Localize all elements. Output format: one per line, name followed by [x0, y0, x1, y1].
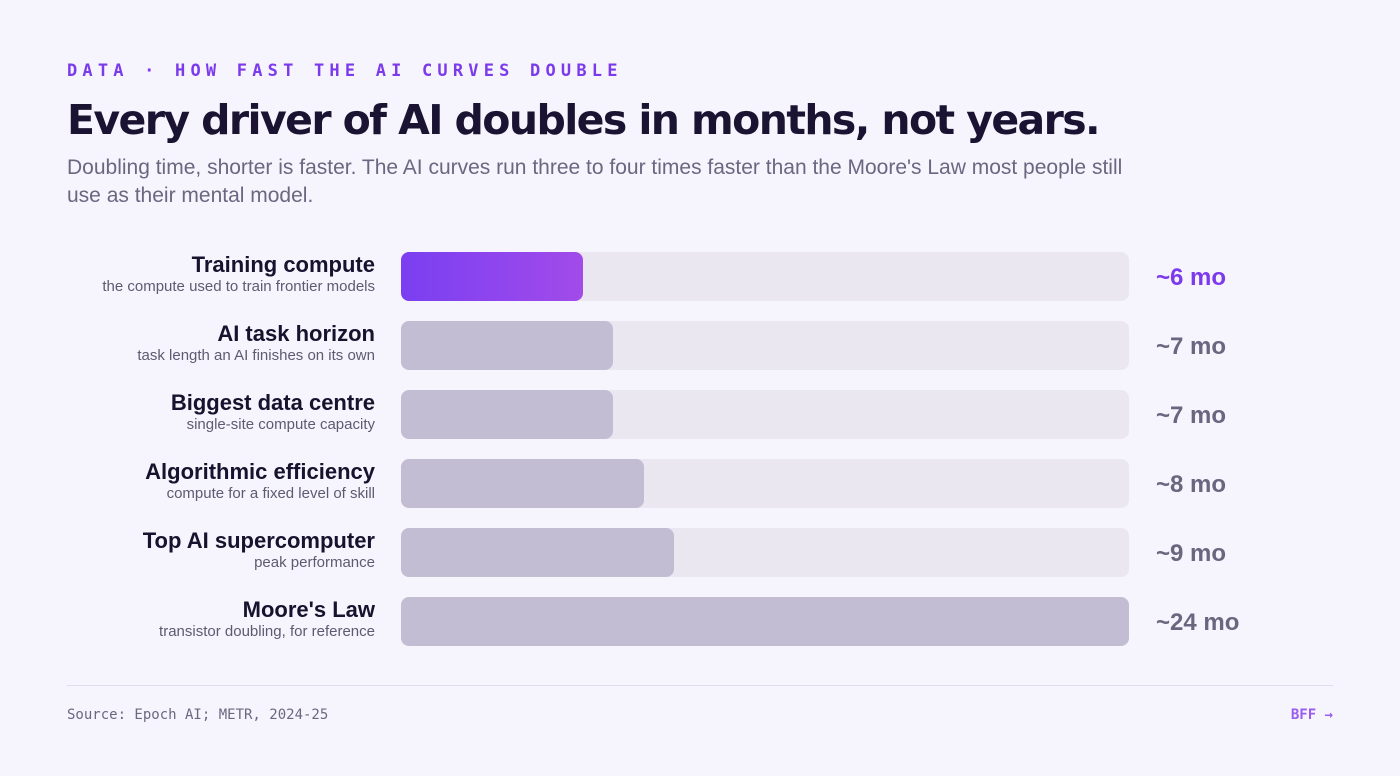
category-description: task length an AI finishes on its own	[137, 347, 375, 364]
value-label: ~6 mo	[1156, 264, 1227, 291]
category-label-block: Biggest data centre single-site compute c…	[35, 390, 375, 434]
bar	[401, 321, 613, 370]
footer-divider	[67, 685, 1333, 686]
category-label: Top AI supercomputer	[142, 528, 375, 553]
bar-track	[401, 390, 1129, 439]
category-label-block: Training compute the compute used to trai…	[35, 252, 375, 296]
chart-subtitle: Doubling time, shorter is faster. The AI…	[67, 156, 1123, 207]
value-label: ~9 mo	[1156, 540, 1227, 567]
category-label: AI task horizon	[217, 321, 375, 346]
bar-track	[401, 459, 1129, 508]
category-description: compute for a fixed level of skill	[166, 485, 375, 502]
bar	[401, 459, 644, 508]
bar	[401, 528, 674, 577]
bar-row: Biggest data centre single-site compute c…	[0, 390, 1400, 440]
bar-row: Training compute the compute used to trai…	[0, 252, 1400, 302]
bar	[401, 597, 1129, 646]
bar-track	[401, 597, 1129, 646]
bar-row: AI task horizon task length an AI finishe…	[0, 321, 1400, 371]
bar	[401, 390, 613, 439]
category-label-block: Algorithmic efficiency compute for a fixe…	[35, 459, 375, 503]
bar-track	[401, 321, 1129, 370]
category-label-block: Moore's Law transistor doubling, for refe…	[35, 597, 375, 641]
category-label-block: AI task horizon task length an AI finishe…	[35, 321, 375, 365]
value-label: ~7 mo	[1156, 333, 1227, 360]
value-label: ~7 mo	[1156, 402, 1227, 429]
value-label: ~8 mo	[1156, 471, 1227, 498]
category-description: transistor doubling, for reference	[159, 623, 375, 640]
bar-row: Algorithmic efficiency compute for a fixe…	[0, 459, 1400, 509]
category-label: Biggest data centre	[170, 390, 375, 415]
bar	[401, 252, 583, 301]
bar-row: Top AI supercomputer peak performance ~9 m…	[0, 528, 1400, 578]
eyebrow-label: DATA · HOW FAST THE AI CURVES DOUBLE	[67, 61, 623, 81]
bar-row: Moore's Law transistor doubling, for refe…	[0, 597, 1400, 647]
category-description: peak performance	[254, 554, 375, 571]
category-label: Algorithmic efficiency	[145, 459, 375, 484]
category-label: Moore's Law	[242, 597, 375, 622]
brand-link[interactable]: BFF →	[1290, 707, 1333, 723]
category-label-block: Top AI supercomputer peak performance	[35, 528, 375, 572]
value-label: ~24 mo	[1156, 609, 1240, 636]
category-description: single-site compute capacity	[186, 416, 375, 433]
source-note: Source: Epoch AI; METR, 2024-25	[67, 707, 329, 723]
bar-track	[401, 528, 1129, 577]
category-description: the compute used to train frontier model…	[102, 278, 375, 295]
chart-title: Every driver of AI doubles in months, no…	[67, 96, 1101, 144]
category-label: Training compute	[191, 252, 375, 277]
bar-track	[401, 252, 1129, 301]
